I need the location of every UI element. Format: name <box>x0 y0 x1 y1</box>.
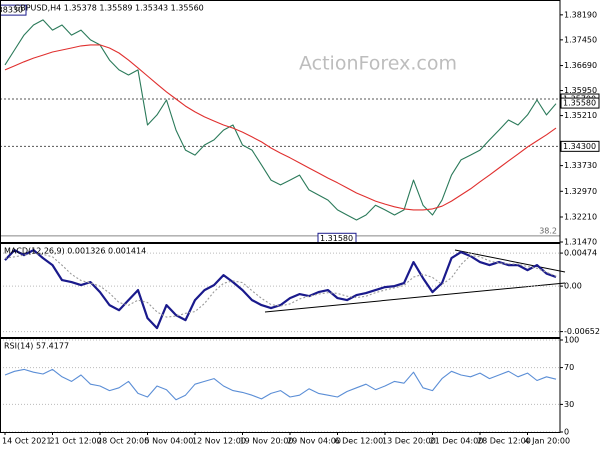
fib-label: 38.2 <box>539 226 557 235</box>
y-tick-label: 0.00 <box>564 282 582 291</box>
y-tick-label: -0.006526 <box>564 327 600 336</box>
series-line <box>4 19 557 221</box>
x-tick-label: 6 Dec 12:00 <box>335 437 384 446</box>
x-tick-label: 21 Dec 04:00 <box>430 437 484 446</box>
trendline <box>454 249 566 273</box>
x-tick-label: 21 Oct 12:00 <box>50 437 102 446</box>
series-line <box>4 368 557 401</box>
x-tick-label: 4 Jan 20:00 <box>525 437 571 446</box>
trendline <box>264 282 566 313</box>
y-tick-label: 1.37450 <box>564 35 597 44</box>
panel-frame <box>0 0 561 243</box>
y-tick-label: 1.33730 <box>564 161 597 170</box>
y-tick-label: 1.31470 <box>564 238 597 247</box>
watermark: ActionForex.com <box>299 53 457 75</box>
x-tick-label: 13 Dec 20:00 <box>382 437 436 446</box>
y-tick-label: 1.32210 <box>564 212 597 221</box>
level-label: 1.34300 <box>563 142 596 151</box>
x-tick-label: 5 Nov 04:00 <box>145 437 194 446</box>
y-tick-label: 1.35210 <box>564 111 597 120</box>
y-tick-label: 70 <box>564 363 574 372</box>
x-tick-label: 28 Dec 12:00 <box>477 437 531 446</box>
price-label: 1.35580 <box>563 99 596 108</box>
panel-frame <box>0 243 561 338</box>
annotation-label: 1.31580 <box>320 234 353 243</box>
series-line <box>4 249 557 330</box>
panel-title: GBPUSD,H4 1.35378 1.35589 1.35343 1.3556… <box>14 4 204 13</box>
series-line <box>4 44 557 211</box>
y-tick-label: 100 <box>564 336 579 345</box>
x-tick-label: 14 Oct 2021 <box>2 437 51 446</box>
x-tick-label: 19 Nov 20:00 <box>240 437 294 446</box>
x-tick-label: 29 Nov 04:00 <box>287 437 341 446</box>
annotation-box <box>0 4 27 16</box>
panel-frame <box>0 338 561 433</box>
price-box <box>560 97 600 109</box>
series-line <box>4 252 557 318</box>
y-tick-label: 30 <box>564 400 574 409</box>
x-tick-label: 12 Nov 12:00 <box>192 437 246 446</box>
y-tick-label: 1.38190 <box>564 10 597 19</box>
y-tick-label: 1.32970 <box>564 187 597 196</box>
y-tick-label: 1.35950 <box>564 86 597 95</box>
panel-title: MACD(12,26,9) 0.001326 0.001414 <box>4 247 146 256</box>
y-tick-label: 0.00474 <box>564 249 597 258</box>
panel-title: RSI(14) 57.4177 <box>4 342 69 351</box>
y-tick-label: 1.36690 <box>564 61 597 70</box>
level-box <box>560 140 600 152</box>
y-tick-label: 0 <box>564 428 569 437</box>
x-tick-label: 28 Oct 20:00 <box>97 437 149 446</box>
annotation-label: 1.38330 <box>0 6 23 15</box>
